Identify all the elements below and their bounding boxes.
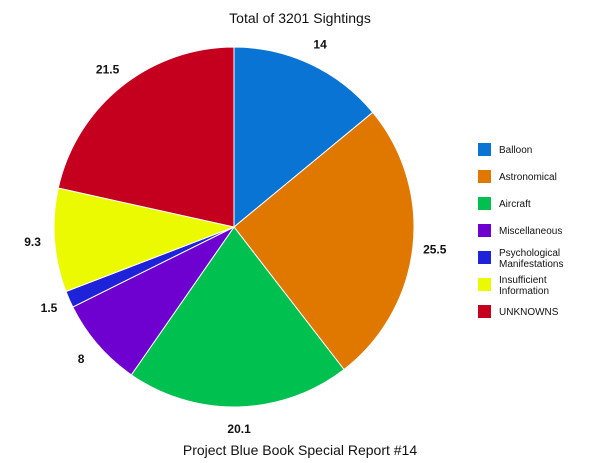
pie-slice-astronomical: [233, 111, 415, 371]
chart-caption: Project Blue Book Special Report #14: [183, 442, 417, 458]
legend-label-unknowns: UNKNOWNS: [499, 307, 559, 318]
legend-label-miscellaneous: Miscellaneous: [499, 226, 562, 237]
legend-label-astronomical: Astronomical: [499, 172, 557, 183]
pie-slice-miscellaneous: [72, 226, 235, 376]
chart-title: Total of 3201 Sightings: [229, 10, 371, 26]
value-label-balloon: 14: [313, 37, 327, 51]
legend-item-insufficient-information: Insufficient Information: [478, 275, 549, 297]
pie-slice-balloon: [233, 46, 374, 229]
legend-label-balloon: Balloon: [499, 145, 532, 156]
value-label-miscellaneous: 8: [78, 352, 85, 366]
pie-value-labels: 14 25.5 20.1 8 1.5 9.3 21.5: [24, 37, 447, 436]
value-label-astronomical: 25.5: [423, 243, 447, 257]
pie-slices: [53, 46, 415, 408]
legend-swatch-astronomical: [478, 170, 491, 183]
pie-slice-unknowns: [57, 46, 235, 228]
legend-item-aircraft: Aircraft: [478, 197, 531, 210]
pie-slice-insufficient-information: [53, 187, 236, 293]
legend-item-unknowns: UNKNOWNS: [478, 305, 559, 318]
value-label-aircraft: 20.1: [227, 422, 251, 436]
legend: Balloon Astronomical Aircraft Miscellaneous…: [478, 143, 563, 318]
legend-swatch-unknowns: [478, 305, 491, 318]
legend-swatch-aircraft: [478, 197, 491, 210]
legend-item-miscellaneous: Miscellaneous: [478, 224, 562, 237]
legend-swatch-balloon: [478, 143, 491, 156]
legend-swatch-insufficient-information: [478, 278, 491, 291]
legend-label-psychological-manifestations: Psychological Manifestations: [499, 248, 563, 270]
legend-item-psychological-manifestations: Psychological Manifestations: [478, 248, 563, 270]
value-label-psychological-manifestations: 1.5: [41, 301, 58, 315]
value-label-insufficient-information: 9.3: [24, 235, 41, 249]
legend-swatch-psychological-manifestations: [478, 251, 491, 264]
legend-label-aircraft: Aircraft: [499, 199, 531, 210]
legend-label-insufficient-information: Insufficient Information: [499, 275, 549, 297]
legend-item-astronomical: Astronomical: [478, 170, 557, 183]
legend-item-balloon: Balloon: [478, 143, 532, 156]
value-label-unknowns: 21.5: [96, 62, 120, 76]
legend-swatch-miscellaneous: [478, 224, 491, 237]
pie-slice-aircraft: [130, 226, 345, 408]
